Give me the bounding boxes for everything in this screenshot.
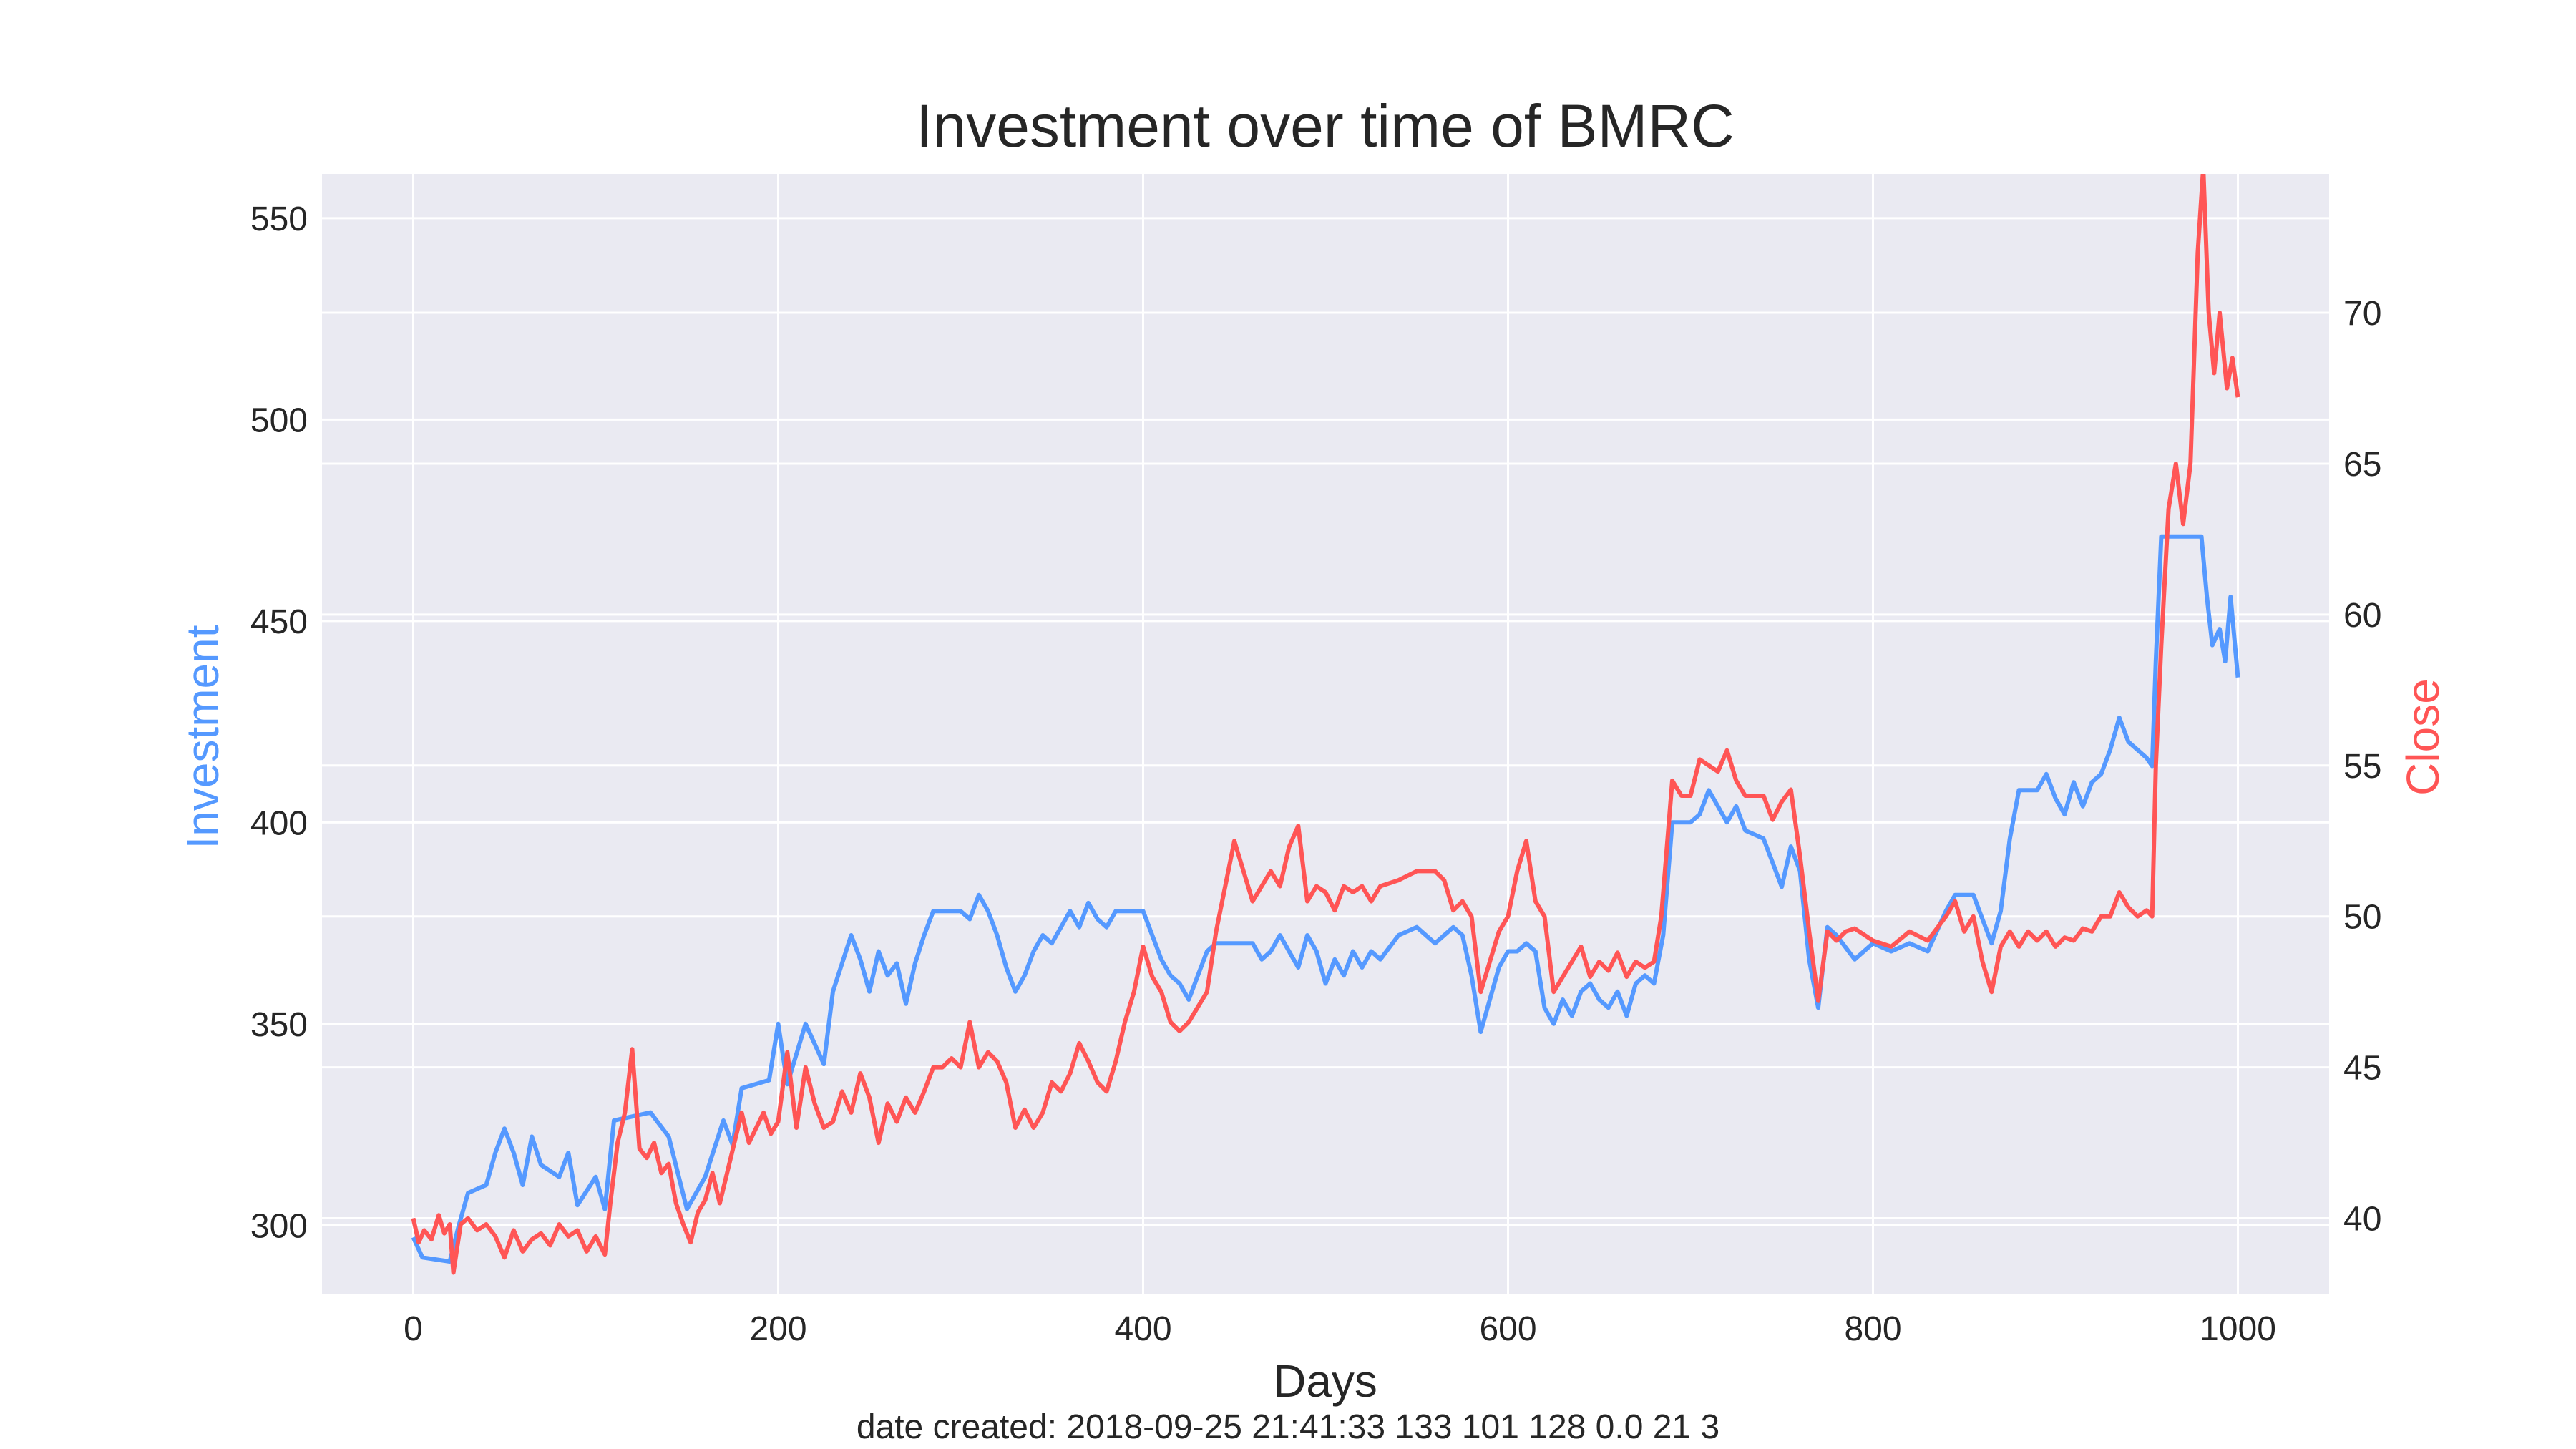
close-series-line [411,174,2240,1275]
chart-title: Investment over time of BMRC [916,92,1735,160]
right-tick-label: 70 [2343,295,2381,333]
date-caption: date created: 2018-09-25 21:41:33 133 10… [857,1408,1719,1446]
x-tick-label: 400 [1114,1310,1171,1348]
right-tick-label: 65 [2343,446,2381,484]
series-layer [411,174,2240,1275]
x-tick-label: 0 [404,1310,423,1348]
x-axis-label: Days [1273,1355,1377,1407]
x-tick-label: 800 [1844,1310,1901,1348]
right-tick-label: 45 [2343,1050,2381,1088]
right-tick-label: 60 [2343,597,2381,635]
tick-labels: 0 200 400 600 800 1000 300 350 400 450 500 550 40 45 5… [250,200,2381,1348]
grid [322,174,2329,1294]
right-tick-label: 40 [2343,1201,2381,1239]
x-tick-label: 600 [1479,1310,1536,1348]
x-tick-label: 200 [749,1310,806,1348]
right-tick-label: 55 [2343,748,2381,786]
right-axis-label: Close [2397,678,2449,796]
plot-area [322,174,2329,1294]
left-tick-label: 400 [250,804,308,842]
left-tick-label: 350 [250,1006,308,1044]
left-tick-label: 300 [250,1207,308,1245]
right-tick-label: 50 [2343,899,2381,937]
left-tick-label: 500 [250,401,308,439]
x-tick-label: 1000 [2200,1310,2276,1348]
left-tick-label: 450 [250,603,308,641]
left-tick-label: 550 [250,200,308,238]
left-axis-label: Investment [177,625,228,849]
